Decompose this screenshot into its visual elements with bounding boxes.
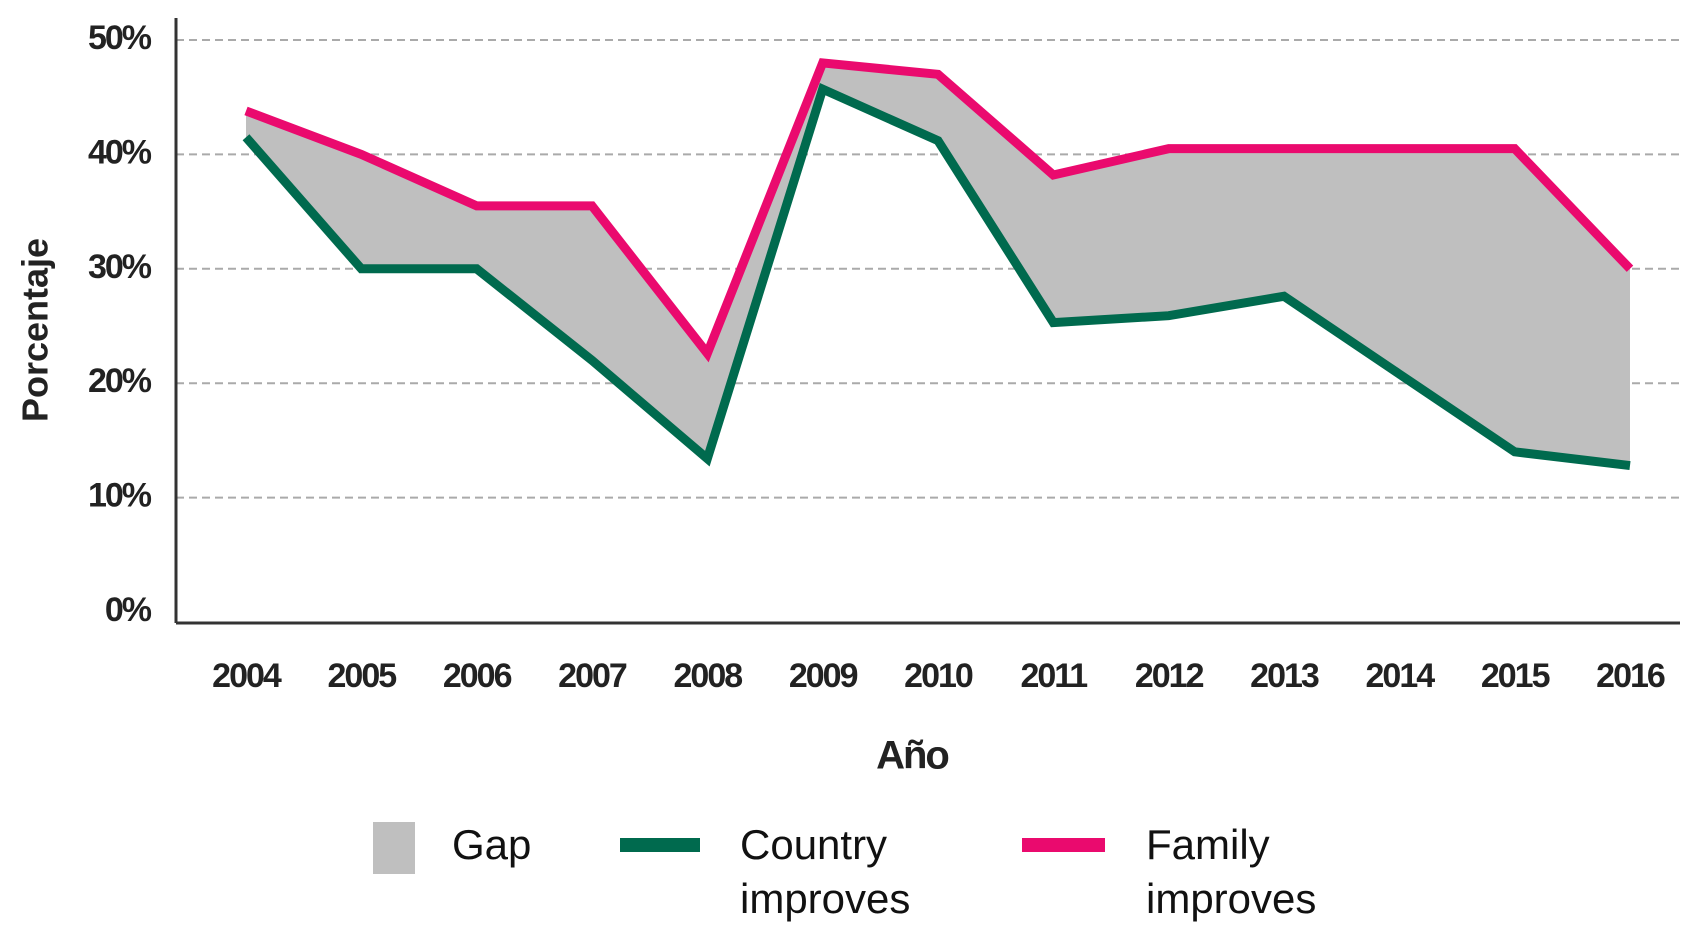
legend-gap: Gap <box>452 821 532 868</box>
y-tick-label: 20% <box>88 362 152 400</box>
legend-gap-swatch <box>373 822 415 874</box>
x-tick-label: 2010 <box>904 657 973 695</box>
y-tick-label: 50% <box>88 19 152 57</box>
x-tick-label: 2005 <box>328 657 397 695</box>
x-tick-label: 2004 <box>212 657 282 695</box>
y-tick-label: 40% <box>88 133 152 171</box>
x-tick-label: 2012 <box>1135 657 1204 695</box>
legend-family: Family improves <box>1146 821 1317 922</box>
y-tick-label: 10% <box>88 477 152 515</box>
series-line <box>242 83 1631 471</box>
y-axis-label: Porcentaje <box>15 238 56 422</box>
x-tick-label: 2011 <box>1020 657 1087 695</box>
x-axis-label: Año <box>876 734 948 778</box>
x-tick-label: 2009 <box>789 657 858 695</box>
y-tick-label: 0% <box>105 591 152 629</box>
x-tick-label: 2006 <box>443 657 512 695</box>
y-tick-label: 30% <box>88 248 152 286</box>
series-line <box>244 58 1634 363</box>
x-tick-label: 2014 <box>1366 657 1436 695</box>
gap-area <box>246 62 1630 466</box>
legend-country: Country improves <box>740 821 911 922</box>
x-tick-label: 2008 <box>674 657 743 695</box>
x-tick-label: 2007 <box>558 657 627 695</box>
x-tick-label: 2016 <box>1596 657 1665 695</box>
x-tick-label: 2013 <box>1250 657 1319 695</box>
x-tick-label: 2015 <box>1481 657 1550 695</box>
